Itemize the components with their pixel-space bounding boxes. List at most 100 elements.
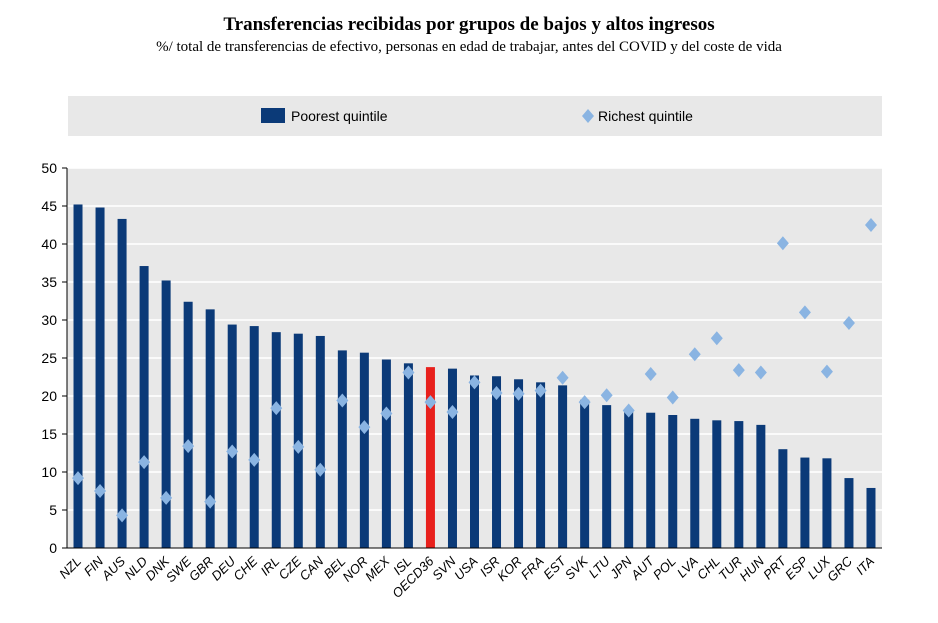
bar-poorest-nld [139, 266, 149, 548]
marker-richest-hun [754, 365, 767, 380]
legend-richest-label: Richest quintile [598, 108, 693, 124]
x-tick-label: GRC [824, 553, 855, 584]
marker-richest-deu [226, 444, 239, 459]
bar-poorest-irl [271, 332, 281, 548]
x-axis: NZLFINAUSNLDDNKSWEGBRDEUCHEIRLCZECANBELN… [56, 547, 882, 601]
richest-markers [72, 218, 877, 523]
marker-richest-swe [182, 439, 195, 454]
bar-poorest-aut [646, 412, 656, 548]
marker-richest-ltu [600, 388, 613, 403]
bar-poorest-ltu [602, 405, 612, 548]
bar-poorest-est [558, 385, 568, 548]
bar-poorest-deu [227, 324, 237, 548]
marker-richest-nor [358, 420, 371, 435]
marker-richest-pol [666, 390, 679, 405]
bar-poorest-pol [668, 415, 678, 548]
y-axis: 0 5 10 15 20 25 30 35 40 45 50 [41, 160, 68, 556]
bar-poorest-ita [866, 487, 876, 548]
marker-richest-est [556, 370, 569, 385]
bar-poorest-aus [117, 218, 127, 549]
bar-poorest-chl [712, 420, 722, 548]
marker-richest-fin [94, 484, 107, 498]
marker-richest-mex [380, 406, 393, 421]
x-tick-label: CHE [230, 553, 260, 583]
marker-richest-lva [688, 347, 701, 362]
bar-poorest-gbr [205, 309, 215, 548]
y-tick-label: 15 [41, 426, 57, 442]
marker-richest-che [248, 452, 261, 467]
marker-richest-ita [864, 218, 877, 232]
gridlines [67, 167, 882, 511]
bar-poorest-usa [470, 375, 479, 548]
marker-richest-usa [468, 375, 481, 390]
marker-richest-gbr [204, 494, 217, 509]
bar-poorest-che [249, 326, 259, 548]
marker-richest-isl [402, 365, 415, 380]
bar-poorest-lux [822, 458, 832, 548]
bar-poorest-kor [514, 379, 524, 548]
legend-background [68, 96, 882, 136]
bar-poorest-oecd36 [425, 367, 435, 548]
legend-poorest-swatch [261, 108, 285, 123]
marker-richest-svn [446, 404, 459, 419]
x-tick-label: LTU [585, 553, 613, 581]
y-tick-label: 35 [41, 274, 57, 290]
bar-poorest-grc [844, 478, 854, 548]
marker-richest-isr [490, 385, 503, 400]
marker-richest-fra [534, 383, 547, 398]
marker-richest-nld [138, 455, 151, 470]
legend-poorest-label: Poorest quintile [291, 108, 388, 124]
marker-richest-oecd36 [424, 395, 437, 410]
chart-title: Transferencias recibidas por grupos de b… [223, 14, 715, 35]
marker-richest-tur [732, 363, 745, 378]
marker-richest-lux [820, 364, 833, 379]
y-tick-label: 5 [49, 502, 57, 518]
bar-poorest-fin [95, 207, 105, 548]
marker-richest-dnk [160, 490, 173, 505]
x-tick-label: MEX [362, 553, 393, 584]
marker-richest-cze [292, 439, 305, 454]
bar-poorest-tur [734, 421, 744, 548]
bar-poorest-jpn [624, 409, 634, 548]
bar-poorest-isr [492, 376, 502, 548]
y-tick-label: 20 [41, 388, 57, 404]
bar-poorest-svn [447, 368, 457, 548]
x-tick-label: NZL [56, 554, 84, 582]
marker-richest-svk [578, 395, 591, 410]
bar-poorest-can [315, 335, 325, 548]
x-tick-label: ITA [853, 554, 877, 578]
marker-richest-aus [116, 508, 129, 523]
y-tick-label: 25 [41, 350, 57, 366]
bar-poorest-swe [183, 301, 193, 548]
bar-poorest-isl [403, 363, 413, 548]
marker-richest-esp [798, 305, 811, 320]
bar-poorest-bel [337, 350, 347, 548]
bar-poorest-prt [778, 449, 788, 548]
marker-richest-bel [336, 393, 349, 408]
marker-richest-grc [842, 316, 855, 331]
bar-poorest-nzl [73, 204, 83, 549]
marker-richest-prt [776, 236, 789, 251]
bar-poorest-dnk [161, 280, 171, 548]
legend-richest-swatch [582, 109, 594, 123]
marker-richest-kor [512, 386, 525, 401]
bar-poorest-mex [381, 359, 391, 548]
marker-richest-chl [710, 331, 723, 346]
chart-subtitle: %/ total de transferencias de efectivo, … [156, 39, 782, 55]
y-tick-label: 30 [41, 312, 57, 328]
bar-poorest-svk [580, 399, 590, 548]
bar-poorest-esp [800, 457, 810, 548]
bar-poorest-nor [359, 352, 369, 548]
marker-richest-aut [644, 366, 657, 381]
y-tick-label: 10 [41, 464, 57, 480]
marker-richest-can [314, 462, 327, 477]
bar-poorest-hun [756, 424, 766, 548]
marker-richest-irl [270, 401, 283, 416]
marker-richest-nzl [72, 471, 85, 486]
y-tick-label: 50 [41, 160, 57, 176]
y-tick-label: 0 [49, 540, 57, 556]
y-tick-label: 40 [41, 236, 57, 252]
y-tick-label: 45 [41, 198, 57, 214]
bar-poorest-lva [690, 418, 700, 548]
